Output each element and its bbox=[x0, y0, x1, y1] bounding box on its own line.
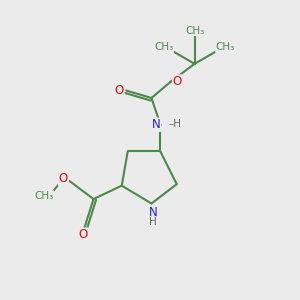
Text: CH₃: CH₃ bbox=[34, 191, 53, 201]
Text: CH₃: CH₃ bbox=[216, 43, 235, 52]
Text: CH₃: CH₃ bbox=[154, 43, 173, 52]
Text: O: O bbox=[114, 84, 123, 97]
Text: CH₃: CH₃ bbox=[185, 26, 204, 35]
Text: –H: –H bbox=[169, 118, 182, 128]
Text: N: N bbox=[152, 118, 160, 131]
Text: O: O bbox=[79, 228, 88, 241]
Text: N: N bbox=[148, 206, 157, 219]
Text: O: O bbox=[173, 75, 182, 88]
Text: O: O bbox=[58, 172, 68, 185]
Text: H: H bbox=[149, 217, 157, 227]
